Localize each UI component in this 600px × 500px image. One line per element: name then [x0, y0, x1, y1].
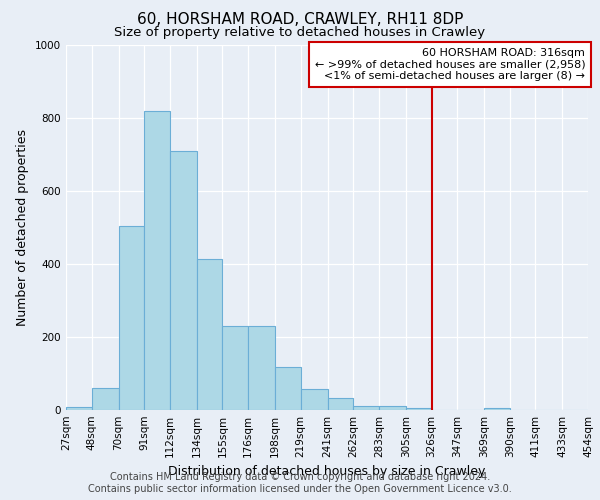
Bar [353, 406, 379, 410]
Bar [144, 110, 170, 410]
X-axis label: Distribution of detached houses by size in Crawley: Distribution of detached houses by size … [169, 466, 485, 478]
Bar [275, 367, 301, 410]
Text: Contains HM Land Registry data © Crown copyright and database right 2024.
Contai: Contains HM Land Registry data © Crown c… [88, 472, 512, 494]
Bar [484, 408, 510, 410]
Y-axis label: Number of detached properties: Number of detached properties [16, 129, 29, 326]
Bar [301, 389, 328, 410]
Text: 60, HORSHAM ROAD, CRAWLEY, RH11 8DP: 60, HORSHAM ROAD, CRAWLEY, RH11 8DP [137, 12, 463, 26]
Bar [197, 258, 223, 410]
Bar [92, 388, 119, 410]
Text: 60 HORSHAM ROAD: 316sqm
← >99% of detached houses are smaller (2,958)
<1% of sem: 60 HORSHAM ROAD: 316sqm ← >99% of detach… [314, 48, 585, 81]
Bar [170, 151, 197, 410]
Bar [66, 407, 92, 410]
Bar [406, 408, 431, 410]
Bar [119, 226, 144, 410]
Bar [248, 326, 275, 410]
Text: Size of property relative to detached houses in Crawley: Size of property relative to detached ho… [115, 26, 485, 39]
Bar [223, 326, 248, 410]
Bar [379, 406, 406, 410]
Bar [328, 398, 353, 410]
